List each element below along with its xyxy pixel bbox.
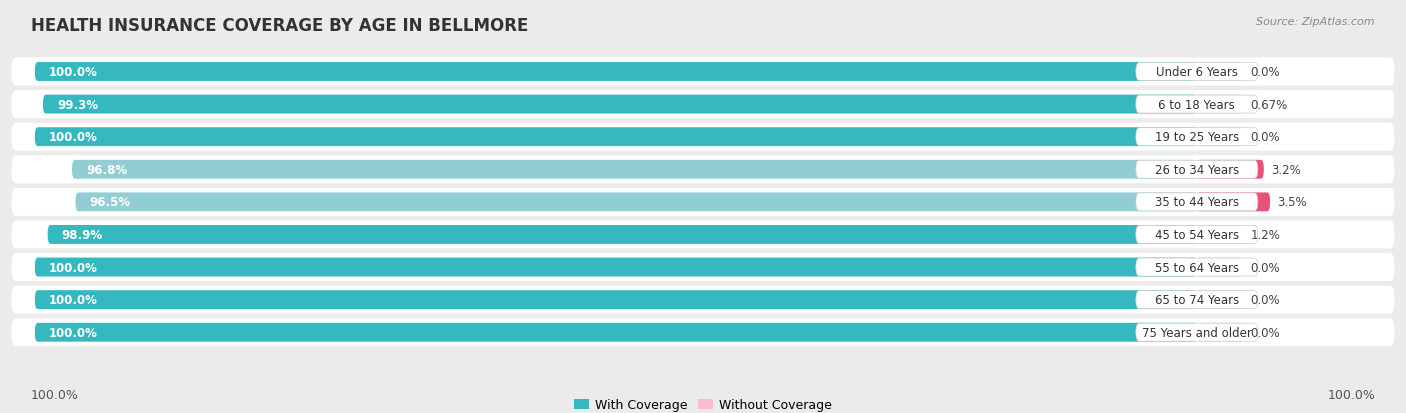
FancyBboxPatch shape — [11, 123, 1395, 151]
Text: 26 to 34 Years: 26 to 34 Years — [1154, 164, 1239, 176]
Text: Source: ZipAtlas.com: Source: ZipAtlas.com — [1257, 17, 1375, 26]
FancyBboxPatch shape — [1197, 258, 1243, 277]
Text: Under 6 Years: Under 6 Years — [1156, 66, 1237, 79]
FancyBboxPatch shape — [35, 290, 1197, 309]
Text: 0.0%: 0.0% — [1250, 326, 1279, 339]
Text: 3.5%: 3.5% — [1277, 196, 1306, 209]
FancyBboxPatch shape — [1197, 225, 1243, 244]
Text: 0.0%: 0.0% — [1250, 293, 1279, 306]
FancyBboxPatch shape — [1136, 96, 1258, 114]
Text: 3.2%: 3.2% — [1271, 164, 1301, 176]
FancyBboxPatch shape — [1136, 226, 1258, 244]
FancyBboxPatch shape — [11, 221, 1395, 249]
FancyBboxPatch shape — [1197, 193, 1270, 212]
FancyBboxPatch shape — [35, 63, 1197, 82]
FancyBboxPatch shape — [44, 95, 1197, 114]
FancyBboxPatch shape — [1197, 63, 1243, 82]
FancyBboxPatch shape — [1136, 161, 1258, 179]
FancyBboxPatch shape — [11, 156, 1395, 184]
Text: 96.8%: 96.8% — [86, 164, 127, 176]
FancyBboxPatch shape — [1136, 193, 1258, 211]
Text: 75 Years and older: 75 Years and older — [1142, 326, 1251, 339]
FancyBboxPatch shape — [72, 160, 1197, 179]
Text: 45 to 54 Years: 45 to 54 Years — [1154, 228, 1239, 241]
Text: 1.2%: 1.2% — [1250, 228, 1281, 241]
FancyBboxPatch shape — [11, 254, 1395, 281]
Text: 0.67%: 0.67% — [1250, 98, 1288, 112]
Text: 99.3%: 99.3% — [56, 98, 98, 112]
Text: 6 to 18 Years: 6 to 18 Years — [1159, 98, 1236, 112]
FancyBboxPatch shape — [35, 323, 1197, 342]
Legend: With Coverage, Without Coverage: With Coverage, Without Coverage — [569, 393, 837, 413]
Text: 100.0%: 100.0% — [49, 131, 97, 144]
Text: 0.0%: 0.0% — [1250, 261, 1279, 274]
Text: 100.0%: 100.0% — [1327, 388, 1375, 401]
FancyBboxPatch shape — [76, 193, 1197, 212]
Text: 100.0%: 100.0% — [49, 66, 97, 79]
Text: 55 to 64 Years: 55 to 64 Years — [1154, 261, 1239, 274]
Text: 100.0%: 100.0% — [31, 388, 79, 401]
Text: 100.0%: 100.0% — [49, 326, 97, 339]
FancyBboxPatch shape — [1136, 291, 1258, 309]
FancyBboxPatch shape — [11, 188, 1395, 216]
Text: 35 to 44 Years: 35 to 44 Years — [1154, 196, 1239, 209]
FancyBboxPatch shape — [1136, 323, 1258, 342]
Text: 0.0%: 0.0% — [1250, 131, 1279, 144]
FancyBboxPatch shape — [11, 286, 1395, 314]
FancyBboxPatch shape — [11, 58, 1395, 86]
Text: 0.0%: 0.0% — [1250, 66, 1279, 79]
FancyBboxPatch shape — [1197, 160, 1264, 179]
FancyBboxPatch shape — [1197, 95, 1243, 114]
Text: 19 to 25 Years: 19 to 25 Years — [1154, 131, 1239, 144]
FancyBboxPatch shape — [1136, 259, 1258, 276]
FancyBboxPatch shape — [11, 318, 1395, 347]
FancyBboxPatch shape — [1136, 128, 1258, 146]
Text: HEALTH INSURANCE COVERAGE BY AGE IN BELLMORE: HEALTH INSURANCE COVERAGE BY AGE IN BELL… — [31, 17, 529, 34]
FancyBboxPatch shape — [35, 128, 1197, 147]
FancyBboxPatch shape — [48, 225, 1197, 244]
Text: 100.0%: 100.0% — [49, 293, 97, 306]
Text: 96.5%: 96.5% — [90, 196, 131, 209]
Text: 100.0%: 100.0% — [49, 261, 97, 274]
FancyBboxPatch shape — [1136, 63, 1258, 81]
FancyBboxPatch shape — [1197, 323, 1243, 342]
FancyBboxPatch shape — [1197, 290, 1243, 309]
Text: 98.9%: 98.9% — [62, 228, 103, 241]
Text: 65 to 74 Years: 65 to 74 Years — [1154, 293, 1239, 306]
FancyBboxPatch shape — [35, 258, 1197, 277]
FancyBboxPatch shape — [1197, 128, 1243, 147]
FancyBboxPatch shape — [11, 91, 1395, 119]
